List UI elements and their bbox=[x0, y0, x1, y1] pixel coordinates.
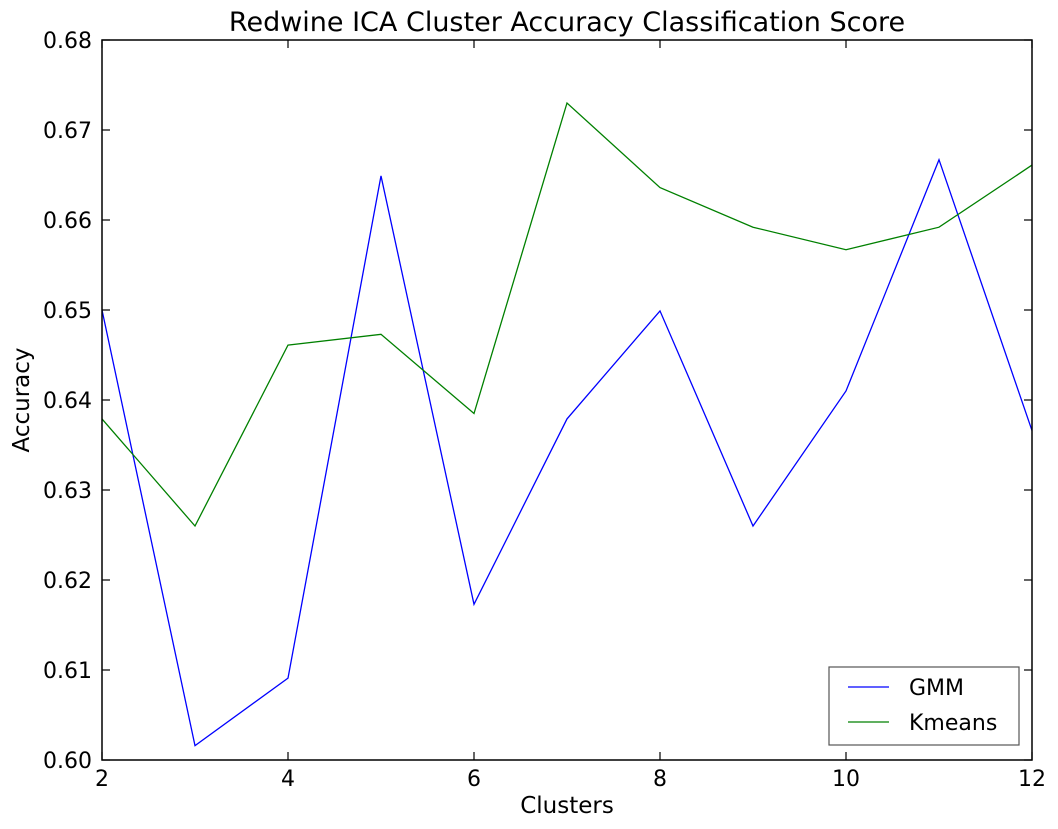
x-axis-label: Clusters bbox=[520, 793, 614, 819]
x-tick-label: 10 bbox=[832, 767, 860, 792]
y-tick-label: 0.64 bbox=[43, 389, 92, 414]
y-tick-label: 0.61 bbox=[43, 659, 92, 684]
legend-box bbox=[828, 666, 1020, 746]
y-axis-label: Accuracy bbox=[9, 347, 35, 452]
plot-lines bbox=[101, 101, 1033, 747]
plot-frame bbox=[101, 39, 1033, 761]
x-tick-label: 2 bbox=[95, 767, 109, 792]
y-tick-label: 0.60 bbox=[43, 749, 92, 774]
y-tick-label: 0.66 bbox=[43, 209, 92, 234]
x-tick-label: 8 bbox=[653, 767, 667, 792]
legend-label-kmeans: Kmeans bbox=[909, 711, 997, 736]
series-line-kmeans bbox=[101, 101, 1033, 528]
series-line-gmm bbox=[101, 157, 1033, 747]
x-tick-label: 4 bbox=[281, 767, 295, 792]
y-tick-label: 0.67 bbox=[43, 119, 92, 144]
x-tick-label: 12 bbox=[1018, 767, 1046, 792]
x-axis-ticks: 2 4 6 8 10 12 bbox=[95, 40, 1046, 792]
y-tick-label: 0.62 bbox=[43, 569, 92, 594]
y-axis-ticks: 0.60 0.61 0.62 0.63 0.64 0.65 0.66 0.67 0.68 bbox=[43, 29, 1032, 774]
y-tick-label: 0.68 bbox=[43, 29, 92, 54]
y-tick-label: 0.65 bbox=[43, 299, 92, 324]
chart-title: Redwine ICA Cluster Accuracy Classificat… bbox=[229, 7, 905, 38]
x-tick-label: 6 bbox=[467, 767, 481, 792]
legend: GMM Kmeans bbox=[828, 666, 1020, 746]
legend-label-gmm: GMM bbox=[909, 676, 964, 701]
y-tick-label: 0.63 bbox=[43, 479, 92, 504]
